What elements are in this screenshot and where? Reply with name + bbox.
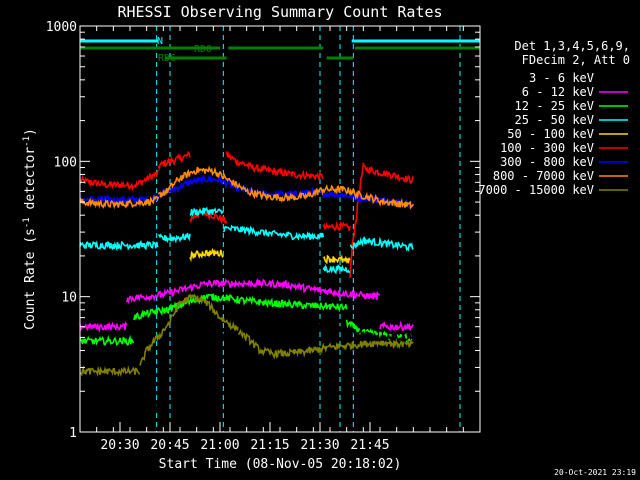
x-tick-label: 21:15 xyxy=(250,438,289,453)
series-0-segment-3 xyxy=(225,150,324,182)
chart-title: RHESSI Observing Summary Count Rates xyxy=(117,3,442,21)
series-4-segment-0 xyxy=(189,247,224,263)
series-0-segment-2 xyxy=(189,206,228,225)
legend-label: 100 - 300 keV xyxy=(500,141,594,155)
series-3-segment-2 xyxy=(189,206,225,218)
y-tick-label: 100 xyxy=(54,155,77,170)
legend-label: 25 - 50 keV xyxy=(515,113,594,127)
rd0-flag-label: RD0 xyxy=(194,44,212,55)
series-2 xyxy=(79,165,414,211)
y-axis-label: Count Rate (s-1 detector-1) xyxy=(22,128,38,330)
series-3 xyxy=(79,206,414,275)
series-3-segment-0 xyxy=(79,240,159,252)
x-axis: 20:30 20:45 21:00 21:15 21:30 21:45 xyxy=(79,26,481,453)
series-0 xyxy=(79,150,414,278)
y-axis-label-end: ) xyxy=(23,128,38,136)
y-axis-label-main: Count Rate (s xyxy=(23,228,38,330)
rd6-flag-label: RD6 xyxy=(158,53,176,64)
series-7-segment-0 xyxy=(79,365,141,378)
legend-label: 6 - 12 keV xyxy=(522,85,594,99)
series-3-segment-1 xyxy=(158,232,191,244)
series-0-segment-1 xyxy=(157,150,191,171)
x-tick-label: 20:45 xyxy=(150,438,189,453)
series-8-segment-0 xyxy=(152,320,341,423)
legend-label: 300 - 800 keV xyxy=(500,155,594,169)
series-8-segment-1 xyxy=(352,328,415,344)
info-line-2: FDecim 2, Att 0 xyxy=(522,53,630,67)
y-tick-label: 1000 xyxy=(46,20,77,35)
y-axis-label-sup2: -1 xyxy=(22,136,32,147)
series-0-segment-5 xyxy=(349,161,414,278)
series-6-segment-0 xyxy=(79,334,135,347)
y-axis-label-sup1: -1 xyxy=(22,217,32,228)
plot-area: N RD0 RD6 xyxy=(79,26,480,432)
info-line-1: Det 1,3,4,5,6,9, xyxy=(514,39,630,53)
x-tick-label: 21:00 xyxy=(200,438,239,453)
series-2-segment-1 xyxy=(157,165,355,203)
y-tick-label: 1 xyxy=(69,426,77,441)
series-7 xyxy=(79,293,414,378)
series-3-segment-4 xyxy=(322,263,351,275)
y-tick-label: 10 xyxy=(61,291,77,306)
x-tick-label: 20:30 xyxy=(100,438,139,453)
x-tick-label: 21:45 xyxy=(350,438,389,453)
series-0-segment-4 xyxy=(322,220,351,232)
series-5-segment-1 xyxy=(125,278,381,305)
x-tick-label: 21:30 xyxy=(300,438,339,453)
footer-date: 20-Oct-2021 23:19 xyxy=(554,468,636,477)
series-6-segment-1 xyxy=(133,293,348,321)
night-flag-label: N xyxy=(157,36,163,47)
series-2-segment-0 xyxy=(79,194,160,210)
legend-label: 12 - 25 keV xyxy=(515,99,594,113)
series-2-segment-2 xyxy=(352,188,414,211)
legend-label: 50 - 100 keV xyxy=(507,127,594,141)
series-3-segment-3 xyxy=(222,224,325,241)
series-4 xyxy=(189,247,351,265)
series-0-segment-0 xyxy=(79,169,160,192)
x-axis-label: Start Time (08-Nov-05 20:18:02) xyxy=(159,457,402,472)
series-5 xyxy=(79,278,414,334)
series-8 xyxy=(152,320,415,423)
y-axis: 1 10 100 1000 xyxy=(46,20,480,441)
legend-label: 7000 - 15000 keV xyxy=(478,183,594,197)
legend-label: 3 - 6 keV xyxy=(529,71,594,85)
legend-label: 800 - 7000 keV xyxy=(493,169,594,183)
series-5-segment-2 xyxy=(379,320,414,332)
series-3-segment-5 xyxy=(349,236,414,252)
y-axis-label-mid: detector xyxy=(23,147,38,218)
series-7-segment-1 xyxy=(139,293,414,366)
series-5-segment-0 xyxy=(79,320,128,334)
series-4-segment-1 xyxy=(322,254,351,265)
